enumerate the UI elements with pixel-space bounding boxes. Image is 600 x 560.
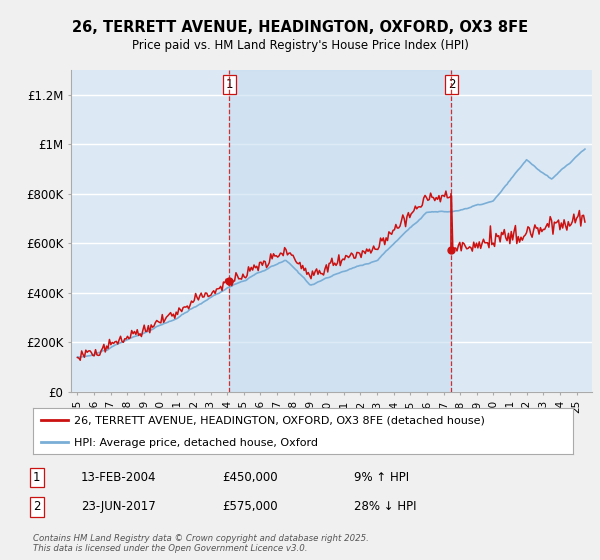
Text: £450,000: £450,000	[222, 471, 278, 484]
Text: 13-FEB-2004: 13-FEB-2004	[81, 471, 157, 484]
Text: 2: 2	[33, 500, 41, 514]
Text: £575,000: £575,000	[222, 500, 278, 514]
Text: 26, TERRETT AVENUE, HEADINGTON, OXFORD, OX3 8FE: 26, TERRETT AVENUE, HEADINGTON, OXFORD, …	[72, 20, 528, 35]
Text: HPI: Average price, detached house, Oxford: HPI: Average price, detached house, Oxfo…	[74, 437, 317, 447]
Text: 9% ↑ HPI: 9% ↑ HPI	[354, 471, 409, 484]
Text: Price paid vs. HM Land Registry's House Price Index (HPI): Price paid vs. HM Land Registry's House …	[131, 39, 469, 52]
Bar	[229, 70, 451, 392]
Text: 26, TERRETT AVENUE, HEADINGTON, OXFORD, OX3 8FE (detached house): 26, TERRETT AVENUE, HEADINGTON, OXFORD, …	[74, 416, 484, 426]
Text: 28% ↓ HPI: 28% ↓ HPI	[354, 500, 416, 514]
Text: 1: 1	[226, 78, 233, 91]
Text: Contains HM Land Registry data © Crown copyright and database right 2025.
This d: Contains HM Land Registry data © Crown c…	[33, 534, 369, 553]
Text: 1: 1	[33, 471, 41, 484]
Text: 23-JUN-2017: 23-JUN-2017	[81, 500, 156, 514]
Text: 2: 2	[448, 78, 455, 91]
